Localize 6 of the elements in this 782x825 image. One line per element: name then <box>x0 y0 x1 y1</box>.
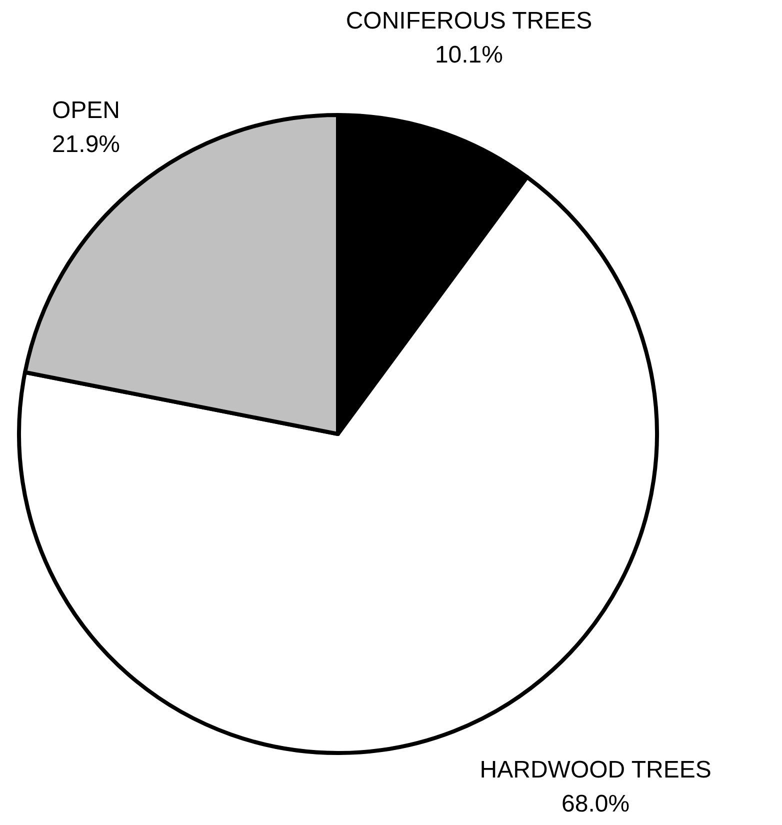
data-label: 10.1% <box>434 42 504 68</box>
data-label: 21.9% <box>52 130 120 158</box>
slice-label: CONIFEROUS TREES <box>346 8 592 34</box>
data-label: 68.0% <box>562 790 630 818</box>
slice-label: OPEN <box>52 96 120 124</box>
slice-label: HARDWOOD TREES <box>480 756 712 784</box>
